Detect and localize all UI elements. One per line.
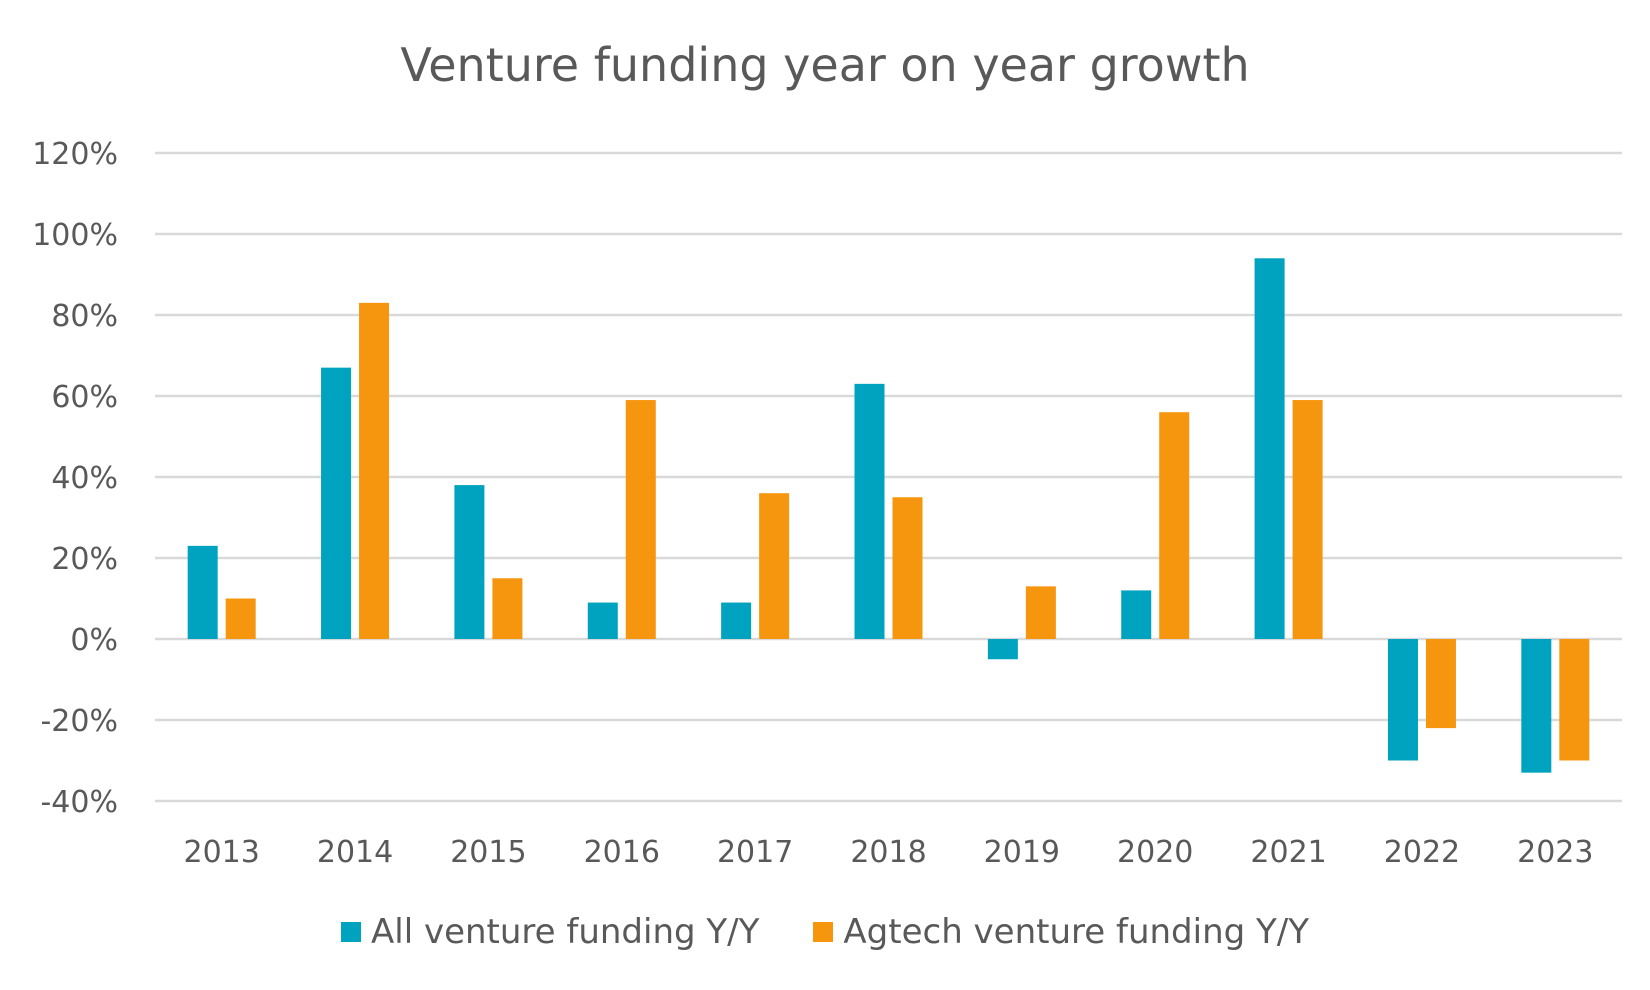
bar-agtech-venture-funding-y-y-2022	[1425, 639, 1456, 729]
bar-all-venture-funding-y-y-2013	[187, 545, 218, 639]
bar-all-venture-funding-y-y-2023	[1521, 639, 1552, 773]
legend-swatch-agtech-venture	[813, 922, 834, 942]
bar-agtech-venture-funding-y-y-2015	[492, 578, 523, 639]
bar-agtech-venture-funding-y-y-2020	[1159, 412, 1190, 639]
x-tick-label-2022: 2022	[1384, 835, 1460, 870]
x-tick-label-2015: 2015	[450, 835, 526, 870]
bar-agtech-venture-funding-y-y-2014	[359, 302, 390, 639]
x-tick-label-2019: 2019	[984, 835, 1060, 870]
x-tick-label-2018: 2018	[850, 835, 926, 870]
bar-all-venture-funding-y-y-2020	[1121, 590, 1152, 639]
y-tick-label-100: 100%	[32, 218, 118, 253]
bar-agtech-venture-funding-y-y-2016	[625, 400, 656, 639]
legend-item-agtech-venture: Agtech venture funding Y/Y	[813, 912, 1309, 952]
bar-all-venture-funding-y-y-2018	[854, 383, 885, 639]
y-tick-label-80: 80%	[51, 299, 118, 334]
legend-label-all-venture: All venture funding Y/Y	[370, 912, 760, 952]
bar-all-venture-funding-y-y-2021	[1254, 258, 1285, 639]
bar-all-venture-funding-y-y-2015	[454, 485, 485, 639]
bar-agtech-venture-funding-y-y-2018	[892, 497, 923, 639]
x-tick-label-2023: 2023	[1517, 835, 1593, 870]
y-tick-label-0: 0%	[70, 623, 118, 658]
x-tick-label-2014: 2014	[317, 835, 393, 870]
bar-agtech-venture-funding-y-y-2017	[759, 493, 790, 639]
y-tick-label-40: -40%	[40, 785, 118, 820]
bar-all-venture-funding-y-y-2016	[587, 602, 618, 639]
y-tick-label-40: 40%	[51, 461, 118, 496]
legend: All venture funding Y/Y Agtech venture f…	[0, 912, 1650, 952]
bar-agtech-venture-funding-y-y-2019	[1025, 586, 1056, 639]
bar-agtech-venture-funding-y-y-2013	[225, 598, 256, 639]
y-tick-label-60: 60%	[51, 380, 118, 415]
x-tick-label-2016: 2016	[584, 835, 660, 870]
x-tick-label-2013: 2013	[184, 835, 260, 870]
bar-all-venture-funding-y-y-2022	[1387, 639, 1418, 761]
y-tick-label-20: 20%	[51, 542, 118, 577]
bar-all-venture-funding-y-y-2017	[721, 602, 752, 639]
legend-label-agtech-venture: Agtech venture funding Y/Y	[843, 912, 1309, 952]
legend-item-all-venture: All venture funding Y/Y	[340, 912, 760, 952]
bar-agtech-venture-funding-y-y-2021	[1292, 400, 1323, 639]
bar-all-venture-funding-y-y-2019	[987, 639, 1018, 660]
chart-title: Venture funding year on year growth	[400, 38, 1250, 92]
legend-swatch-all-venture	[340, 922, 361, 942]
x-tick-label-2020: 2020	[1117, 835, 1193, 870]
x-tick-label-2021: 2021	[1250, 835, 1326, 870]
bar-agtech-venture-funding-y-y-2023	[1559, 639, 1590, 761]
y-tick-label-20: -20%	[40, 704, 118, 739]
bar-all-venture-funding-y-y-2014	[321, 367, 352, 639]
y-tick-label-120: 120%	[32, 137, 118, 172]
x-tick-label-2017: 2017	[717, 835, 793, 870]
